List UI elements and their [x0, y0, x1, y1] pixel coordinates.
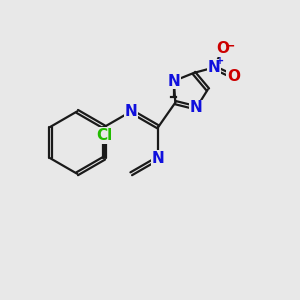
Text: N: N	[208, 60, 220, 75]
Text: N: N	[125, 104, 138, 119]
Text: N: N	[167, 74, 180, 88]
Text: N: N	[190, 100, 203, 116]
Text: O: O	[216, 41, 229, 56]
Text: O: O	[227, 69, 240, 84]
Text: −: −	[225, 39, 236, 52]
Text: +: +	[217, 56, 225, 66]
Text: Cl: Cl	[96, 128, 112, 143]
Text: N: N	[152, 151, 165, 166]
